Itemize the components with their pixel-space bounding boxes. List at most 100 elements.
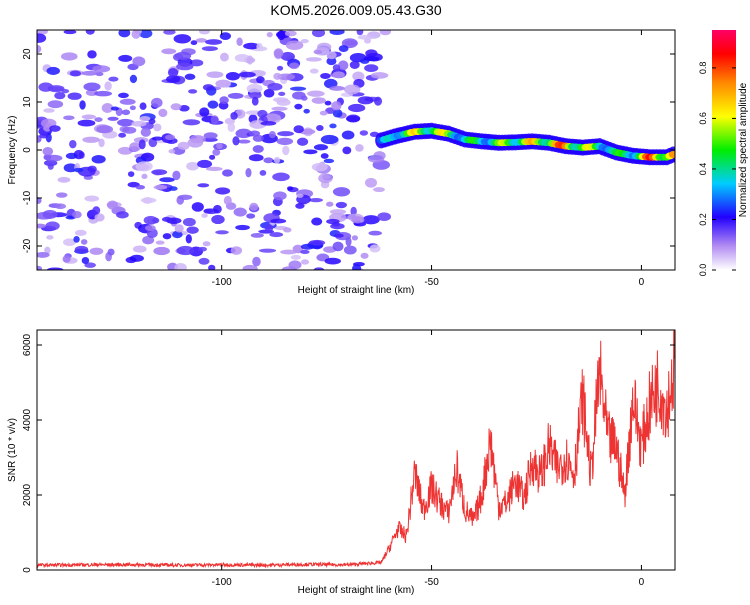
noise-blob (69, 139, 77, 149)
noise-blob (201, 213, 208, 218)
noise-blob (311, 217, 323, 226)
noise-blob (273, 191, 287, 201)
noise-blob (326, 57, 337, 66)
noise-blob (189, 59, 204, 67)
x-tick-label: 0 (639, 577, 645, 588)
noise-blob (288, 62, 300, 70)
noise-blob (377, 212, 392, 222)
noise-blob (250, 232, 264, 238)
noise-blob (132, 56, 146, 67)
noise-blob (243, 42, 260, 50)
noise-blob (63, 30, 77, 35)
noise-blob (121, 109, 131, 116)
noise-blob (195, 38, 208, 43)
noise-blob (284, 30, 297, 37)
noise-blob (320, 73, 331, 79)
colorbar-label: Normalized spectral amplitude (738, 82, 749, 217)
snr-frame (36, 329, 676, 571)
noise-blob (94, 213, 105, 222)
noise-blob (368, 155, 385, 163)
noise-blob (39, 133, 49, 139)
noise-blob (62, 255, 71, 263)
noise-blob (135, 185, 146, 190)
noise-blob (153, 246, 170, 256)
noise-blob (329, 209, 347, 215)
noise-blob (313, 267, 325, 270)
noise-blob (271, 106, 288, 111)
x-tick-label: -100 (212, 277, 232, 288)
noise-blob (209, 154, 216, 160)
noise-blob (294, 103, 303, 110)
noise-blob (47, 85, 65, 93)
noise-blob (252, 145, 264, 153)
noise-blob (273, 48, 284, 59)
noise-blob (238, 71, 256, 78)
x-tick-label: -50 (424, 277, 439, 288)
noise-blob (158, 108, 168, 118)
noise-blob (182, 217, 196, 227)
snr-panel: -100 -50 0 0 2000 4000 6000 Height of straigh… (7, 329, 676, 596)
noise-blob (290, 254, 301, 260)
noise-blob (118, 54, 133, 62)
noise-blob (300, 259, 310, 265)
noise-blob (249, 202, 259, 211)
noise-blob (357, 35, 375, 40)
noise-blob (199, 107, 210, 117)
spectrogram-xlabel: Height of straight line (km) (298, 285, 415, 296)
noise-blob (289, 86, 307, 91)
noise-blob (303, 149, 318, 155)
noise-blob (81, 114, 96, 120)
noise-blob (174, 262, 187, 270)
noise-blob (129, 254, 144, 262)
noise-blob (283, 227, 292, 233)
noise-blob (168, 149, 176, 154)
noise-blob (348, 103, 366, 113)
noise-blob (163, 30, 176, 35)
noise-blob (119, 98, 136, 105)
noise-blob (108, 76, 119, 82)
noise-blob (46, 267, 64, 270)
noise-blob (325, 107, 335, 114)
noise-blob (37, 251, 50, 258)
noise-blob (306, 90, 325, 97)
noise-blob (148, 118, 156, 125)
x-tick-label: -50 (424, 577, 439, 588)
noise-blob (263, 88, 275, 98)
noise-blob (287, 186, 294, 191)
noise-blob (106, 200, 118, 210)
noise-blob (252, 134, 264, 142)
noise-blob (57, 176, 71, 183)
noise-blob (107, 248, 115, 256)
noise-blob (322, 174, 331, 180)
noise-blob (269, 232, 284, 238)
noise-blob (343, 245, 357, 255)
noise-blob (329, 85, 345, 91)
noise-blob (369, 244, 381, 253)
noise-blob (74, 245, 89, 254)
noise-blob (172, 230, 183, 239)
x-tick-label: -100 (212, 577, 232, 588)
noise-blob (343, 84, 361, 95)
noise-blob (256, 76, 265, 84)
noise-blob (260, 121, 277, 126)
noise-blob (352, 263, 362, 270)
noise-blob (67, 92, 82, 100)
noise-blob (203, 208, 213, 213)
noise-blob (282, 145, 290, 156)
noise-blob (259, 248, 277, 253)
noise-blob (98, 138, 105, 148)
noise-blob (230, 246, 243, 255)
noise-blob (44, 246, 51, 255)
noise-blob (370, 72, 389, 79)
noise-blob (268, 130, 276, 139)
figure-title: KOM5.2026.009.05.43.G30 (270, 2, 441, 18)
noise-blob (87, 50, 97, 59)
noise-blob (197, 159, 213, 169)
noise-blob (335, 201, 347, 209)
noise-blob (309, 198, 323, 203)
noise-blob (37, 33, 47, 43)
noise-blob (94, 117, 103, 122)
noise-blob (198, 257, 210, 265)
noise-blob (245, 168, 252, 178)
